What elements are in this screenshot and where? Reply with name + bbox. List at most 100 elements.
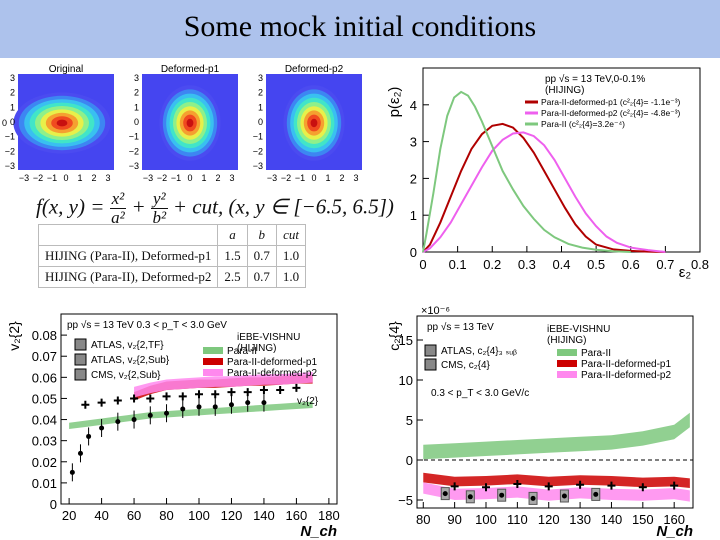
atlas-point: [276, 386, 285, 394]
map-x-tick: 1: [201, 173, 206, 183]
curve-label: v₂{2}: [297, 396, 319, 407]
cms-point: [180, 406, 186, 412]
table-cell: 2.5: [217, 266, 248, 288]
atlas-point: [130, 394, 139, 403]
y-tick-label: 3: [410, 135, 417, 150]
legend-model-entry: Para-II-deformed-p1: [227, 357, 317, 368]
table-row: HIJING (Para-II), Deformed-p2 2.5 0.7 1.…: [37, 266, 307, 288]
atlas-point: [97, 398, 106, 407]
cms-point: [69, 469, 75, 475]
atlas-point: [670, 481, 679, 490]
atlas-point: [162, 392, 171, 401]
atlas-point: [259, 386, 268, 394]
cms-point: [86, 433, 92, 439]
legend-data-entry: ATLAS, v₂{2,Sub}: [91, 355, 170, 366]
scale-note: ×10⁻⁶: [421, 305, 450, 317]
cms-point: [164, 410, 170, 416]
formula-t2-num: y²: [150, 189, 168, 209]
y-tick-label: 0.06: [32, 370, 57, 385]
formula: f(x, y) = x² a² + y² b² + cut, (x, y ∈ [−6…: [36, 190, 394, 227]
map-x-tick: −2: [157, 173, 167, 183]
cms-point: [261, 400, 267, 406]
x-tick-label: 150: [632, 512, 654, 527]
map-x-tick: −3: [19, 173, 29, 183]
legend-header: pp √s = 13 TeV,0-0.1%: [545, 73, 645, 85]
map-y-tick: 1: [10, 102, 15, 112]
map-y-tick: 3: [258, 73, 263, 83]
series-line: [422, 122, 666, 253]
model-band: [423, 412, 690, 460]
map-x-tick: 1: [77, 173, 82, 183]
y-tick-label: 0: [410, 245, 417, 260]
map-x-tick: −1: [47, 173, 57, 183]
map-x-tick: 3: [105, 173, 110, 183]
map-y-tick: 1: [258, 102, 263, 112]
x-tick-label: 130: [569, 512, 591, 527]
legend-model-swatch: [557, 360, 577, 367]
map-x-tick: −3: [267, 173, 277, 183]
map-y-tick: 2: [10, 88, 15, 98]
y-tick-label: −5: [398, 493, 413, 508]
legend-model-swatch: [203, 347, 223, 354]
x-tick-label: 120: [221, 508, 243, 523]
y-tick-label: 0.01: [32, 476, 57, 491]
atlas-point: [227, 388, 236, 397]
atlas-point: [450, 482, 459, 491]
map-x-tick: 2: [215, 173, 220, 183]
cms-point: [212, 404, 218, 410]
table-cell: HIJING (Para-II), Deformed-p2: [37, 266, 219, 288]
cms-point: [99, 425, 105, 431]
map-y-tick: −3: [253, 161, 263, 171]
y-tick-label: 10: [399, 373, 413, 388]
cms-point: [442, 491, 448, 497]
cms-point: [228, 402, 234, 408]
y-tick-label: 1: [410, 208, 417, 223]
y-tick-label: 0.02: [32, 455, 57, 470]
table-cell: 1.0: [275, 245, 307, 267]
x-tick-label: 0.2: [483, 257, 501, 272]
legend-data-entry: CMS, c₂{4}: [441, 360, 491, 371]
table-cell: 0.7: [246, 245, 277, 267]
map-y-tick: −2: [253, 146, 263, 156]
y-tick-label: 5: [406, 413, 413, 428]
map-x-tick: 0: [311, 173, 316, 183]
legend-entry: Para-II-deformed-p2 (c²₂{4}= -4.8e⁻³): [541, 108, 681, 118]
formula-frac-y: y² b²: [150, 189, 168, 227]
legend-model-entry: Para-II-deformed-p1: [581, 359, 671, 370]
map-y-tick: 3: [134, 73, 139, 83]
y-tick-label: 0.05: [32, 391, 57, 406]
cms-point: [467, 494, 473, 500]
density-contour: [56, 119, 68, 127]
map-y-tick: 3: [10, 73, 15, 83]
parameter-table: a b cut HIJING (Para-II), Deformed-p1 1.…: [37, 224, 307, 288]
legend-data-entry: ATLAS, c₂{4}₃ ₛᵤᵦ: [441, 346, 517, 357]
x-tick-label: 0.3: [518, 257, 536, 272]
map-x-tick: 0: [187, 173, 192, 183]
atlas-point: [576, 480, 585, 489]
v2-vs-nch-chart: 20 40 60 80 100 120 140 160 180 0 0.01 0.02 0.03 0.04…: [6, 313, 340, 540]
cms-point: [561, 493, 567, 499]
map-y-tick: −1: [129, 132, 139, 142]
x-tick-label: 40: [94, 508, 108, 523]
pt-range: 0.3 < p_T < 3.0 GeV/c: [431, 388, 529, 399]
y-tick-label: 4: [410, 98, 417, 113]
cms-point: [530, 495, 536, 501]
map-y-tick: 1: [134, 102, 139, 112]
y-tick-label: 0: [406, 453, 413, 468]
x-tick-label: 80: [159, 508, 173, 523]
legend-model-swatch: [203, 369, 223, 376]
x-tick-label: 100: [188, 508, 210, 523]
series-line: [422, 90, 631, 253]
slide-title: Some mock initial conditions: [183, 10, 537, 43]
map-x-tick: 3: [353, 173, 358, 183]
map-y-tick: 0: [134, 117, 139, 127]
c2-vs-nch-chart: 80 90 100 110 120 130 140 150 160 −5 0 5 10 15 ×10⁻⁶ c₂…: [386, 305, 694, 540]
y-tick-label: 0: [50, 497, 57, 512]
atlas-point: [195, 390, 203, 399]
legend-model-entry: Para-II: [227, 346, 257, 357]
x-tick-label: 100: [475, 512, 497, 527]
left-partial-tick: 0: [2, 118, 7, 128]
atlas-point: [146, 394, 155, 403]
x-tick-label: 0.6: [622, 257, 640, 272]
